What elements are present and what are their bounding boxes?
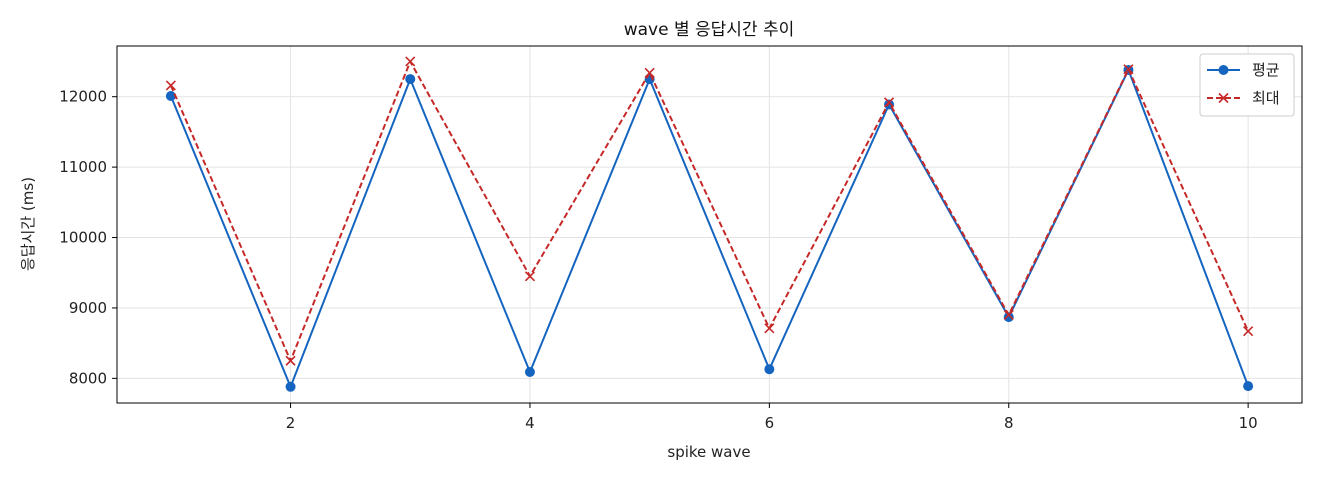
y-tick-label: 9000 bbox=[69, 299, 107, 317]
legend-label: 평균 bbox=[1252, 61, 1280, 79]
data-point bbox=[524, 367, 535, 378]
legend-label: 최대 bbox=[1252, 89, 1280, 107]
data-point bbox=[764, 323, 775, 334]
data-point bbox=[644, 67, 655, 78]
data-point bbox=[405, 74, 416, 85]
axis-ticks: 2 4 6 8 10 8000 9000 10000 11000 12000 bbox=[59, 88, 1257, 432]
series-group bbox=[165, 56, 1254, 392]
data-point bbox=[285, 355, 296, 366]
series-line bbox=[169, 68, 1250, 388]
x-tick-label: 6 bbox=[765, 414, 775, 432]
legend-item: 평균 bbox=[1207, 61, 1280, 79]
data-point bbox=[764, 364, 775, 375]
data-point bbox=[165, 80, 176, 91]
plot-area bbox=[116, 45, 1303, 404]
data-point bbox=[1123, 64, 1134, 75]
data-point bbox=[165, 90, 176, 101]
legend-item: 최대 bbox=[1207, 89, 1280, 107]
x-tick-label: 8 bbox=[1004, 414, 1014, 432]
legend-box bbox=[1199, 53, 1295, 117]
data-point bbox=[285, 381, 296, 392]
legend-marker bbox=[1218, 92, 1229, 104]
series-1 bbox=[165, 64, 1254, 392]
data-point bbox=[883, 97, 895, 108]
data-point bbox=[1243, 381, 1254, 392]
chart-title: wave 별 응답시간 추이 bbox=[624, 20, 795, 40]
data-point bbox=[1003, 309, 1014, 321]
series-2 bbox=[165, 56, 1254, 366]
legend-marker bbox=[1218, 65, 1229, 75]
y-tick-label: 12000 bbox=[59, 88, 107, 106]
y-axis-title: 응답시간 (ms) bbox=[19, 177, 37, 271]
x-tick-label: 4 bbox=[525, 414, 535, 432]
y-tick-label: 11000 bbox=[59, 158, 107, 176]
data-point bbox=[1003, 312, 1014, 323]
data-point bbox=[405, 56, 416, 67]
y-tick-label: 10000 bbox=[59, 229, 107, 247]
x-tick-label: 10 bbox=[1239, 414, 1258, 432]
x-tick-label: 2 bbox=[286, 414, 296, 432]
data-point bbox=[1243, 326, 1254, 337]
data-point bbox=[524, 271, 536, 282]
series-line bbox=[169, 60, 1250, 362]
y-tick-label: 8000 bbox=[69, 369, 107, 387]
grid bbox=[117, 46, 1302, 403]
x-axis-title: spike wave bbox=[667, 443, 750, 461]
